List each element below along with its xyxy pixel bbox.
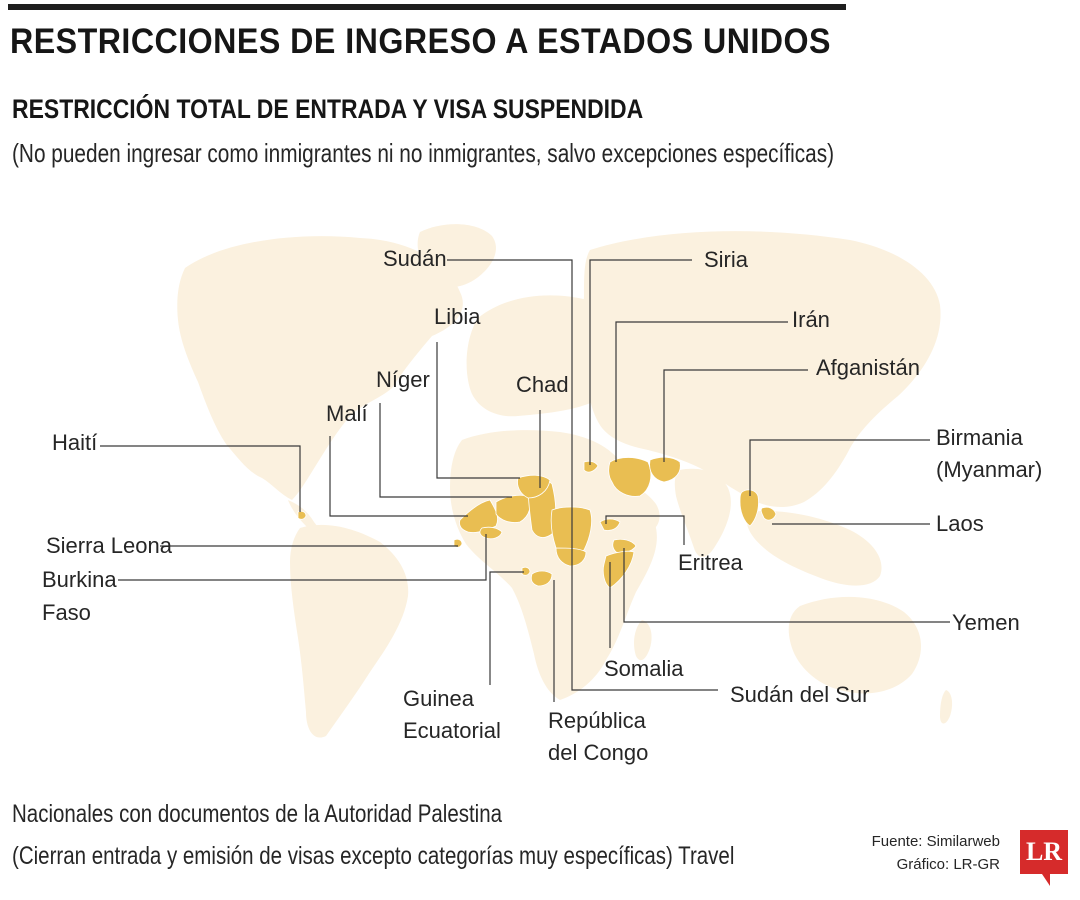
label-faso: Faso	[42, 600, 91, 625]
country-libia	[517, 474, 551, 499]
top-rule	[8, 4, 846, 10]
label-ecuatorial: Ecuatorial	[403, 718, 501, 743]
land-greenland	[417, 224, 496, 288]
subnote: (No pueden ingresar como inmigrantes ni …	[12, 138, 835, 168]
footer-line-2: (Cierran entrada y emisión de visas exce…	[12, 842, 735, 870]
label-libia: Libia	[434, 304, 481, 329]
leader-siria	[589, 259, 692, 465]
footer-line-1: Nacionales con documentos de la Autorida…	[12, 800, 503, 828]
country-afganistan	[649, 456, 681, 483]
label-burkina: Burkina	[42, 567, 117, 592]
label-guinea: Guinea	[403, 686, 475, 711]
label-del-congo: del Congo	[548, 740, 648, 765]
credits: Fuente: Similarweb Gráfico: LR-GR	[872, 830, 1000, 876]
country-sierra-leona	[453, 538, 463, 548]
country-haiti	[297, 510, 307, 520]
leader-niger	[379, 403, 512, 498]
label-eritrea: Eritrea	[678, 550, 744, 575]
land-india	[674, 468, 731, 557]
label-sudan-del-sur: Sudán del Sur	[730, 682, 869, 707]
land-north-america	[177, 236, 463, 500]
land-asia	[583, 231, 941, 508]
leader-guinea	[489, 571, 524, 685]
country-birmania	[739, 489, 759, 527]
land-south-america	[290, 524, 409, 738]
land-new-zealand	[940, 690, 953, 724]
label-siria: Siria	[704, 247, 749, 272]
label-birmania: Birmania	[936, 425, 1024, 450]
subtitle: RESTRICCIÓN TOTAL DE ENTRADA Y VISA SUSP…	[12, 94, 644, 124]
label-chad: Chad	[516, 372, 569, 397]
label-myanmar: (Myanmar)	[936, 457, 1042, 482]
land-madagascar	[634, 620, 652, 661]
label-republica: República	[548, 708, 647, 733]
country-niger	[495, 494, 531, 523]
label-afganistan: Afganistán	[816, 355, 920, 380]
country-congo	[530, 570, 553, 587]
country-labels: Sudán Siria Libia Irán Níger Chad Afgani…	[42, 246, 1042, 765]
graphic-credit: Gráfico: LR-GR	[896, 856, 1000, 873]
page-title: RESTRICCIONES DE INGRESO A ESTADOS UNIDO…	[10, 22, 831, 61]
land-australia	[788, 596, 922, 694]
leader-iran	[615, 321, 788, 462]
leader-sudan	[447, 259, 718, 691]
lr-logo: LR	[1020, 830, 1068, 874]
leader-eritrea	[605, 515, 685, 545]
label-sierra-leona: Sierra Leona	[46, 533, 173, 558]
leader-yemen	[623, 548, 950, 623]
leader-afganistan	[663, 369, 808, 462]
leader-libia	[436, 342, 520, 479]
world-land	[177, 224, 953, 738]
label-yemen: Yemen	[952, 610, 1020, 635]
label-sudan: Sudán	[383, 246, 447, 271]
country-iran	[608, 457, 652, 497]
leader-lines	[100, 259, 950, 702]
leader-mali	[329, 436, 468, 517]
leader-haiti	[100, 445, 301, 512]
leader-birmania	[749, 439, 930, 496]
country-guinea-ecuatorial	[521, 566, 531, 576]
country-laos	[760, 506, 777, 521]
leader-burkina	[118, 534, 487, 581]
label-niger: Níger	[376, 367, 430, 392]
country-mali	[459, 499, 498, 533]
source-credit: Fuente: Similarweb	[871, 833, 1000, 850]
label-laos: Laos	[936, 511, 984, 536]
label-haiti: Haití	[52, 430, 97, 455]
label-iran: Irán	[792, 307, 830, 332]
lr-logo-tail	[1042, 874, 1050, 886]
land-southeast-asia	[746, 510, 882, 586]
label-somalia: Somalia	[604, 656, 684, 681]
label-mali: Malí	[326, 401, 368, 426]
